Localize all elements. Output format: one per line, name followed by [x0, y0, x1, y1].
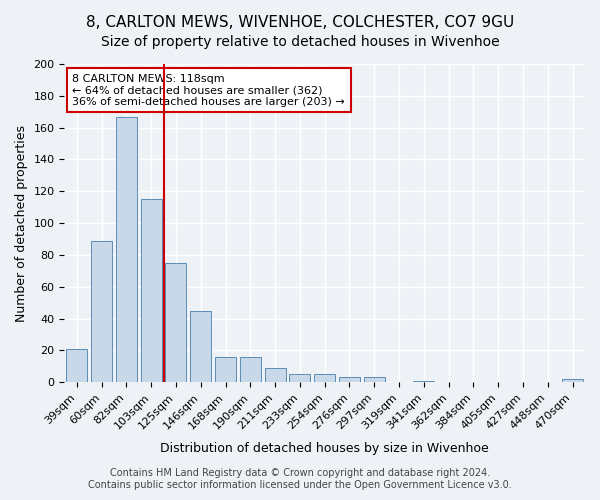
Bar [314, 374, 335, 382]
Text: Size of property relative to detached houses in Wivenhoe: Size of property relative to detached ho… [101, 35, 499, 49]
Bar [140, 199, 162, 382]
Bar [364, 378, 385, 382]
Bar [339, 378, 360, 382]
Bar [265, 368, 286, 382]
X-axis label: Distribution of detached houses by size in Wivenhoe: Distribution of detached houses by size … [160, 442, 489, 455]
Bar [190, 310, 211, 382]
Text: Contains HM Land Registry data © Crown copyright and database right 2024.
Contai: Contains HM Land Registry data © Crown c… [88, 468, 512, 490]
Text: 8 CARLTON MEWS: 118sqm
← 64% of detached houses are smaller (362)
36% of semi-de: 8 CARLTON MEWS: 118sqm ← 64% of detached… [72, 74, 345, 106]
Bar [166, 263, 187, 382]
Y-axis label: Number of detached properties: Number of detached properties [15, 124, 28, 322]
Bar [562, 379, 583, 382]
Bar [289, 374, 310, 382]
Text: 8, CARLTON MEWS, WIVENHOE, COLCHESTER, CO7 9GU: 8, CARLTON MEWS, WIVENHOE, COLCHESTER, C… [86, 15, 514, 30]
Bar [215, 356, 236, 382]
Bar [91, 240, 112, 382]
Bar [413, 380, 434, 382]
Bar [116, 116, 137, 382]
Bar [240, 356, 261, 382]
Bar [66, 349, 88, 382]
